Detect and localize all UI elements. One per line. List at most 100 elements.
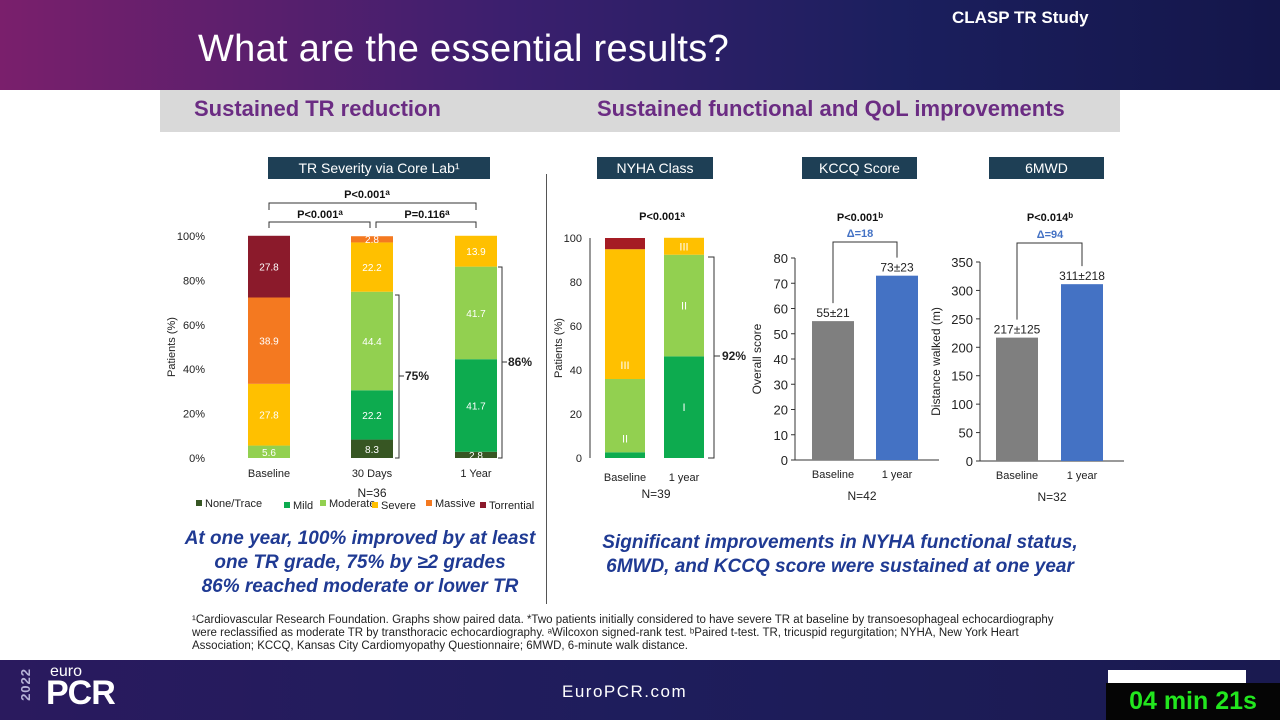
footer-year: 2022 (18, 668, 33, 701)
6mwd-bar-0 (996, 337, 1038, 461)
tr-xtick-1: 30 Days (352, 468, 393, 480)
tr-legend-swatch-3 (372, 502, 378, 508)
tr-ytick-1: 20% (183, 409, 205, 421)
nyha-ytick-4: 80 (570, 277, 582, 289)
tr-legend-label-5: Torrential (489, 500, 534, 512)
kccq-bar-1 (876, 275, 918, 460)
tr-bar-1-3 (351, 242, 393, 292)
nyha-bar-label-0-1: II (622, 433, 628, 445)
kccq-ytick-4: 40 (774, 352, 788, 367)
tr-p-overall: P<0.001a (344, 188, 390, 201)
nyha-bar-0-1 (605, 379, 645, 453)
nyha-ytick-1: 20 (570, 409, 582, 421)
nyha-bracket-92-label: 92% (722, 349, 746, 363)
tr-bracket-overall (268, 202, 477, 210)
tr-chart-title: TR Severity via Core Lab¹ (268, 157, 490, 179)
6mwd-chart-title: 6MWD (989, 157, 1104, 179)
kccq-chart-title: KCCQ Score (802, 157, 917, 179)
nyha-bar-0-3 (605, 238, 645, 250)
6mwd-xtick-1: 1 year (1067, 470, 1098, 482)
section-heading-right: Sustained functional and QoL improvement… (597, 96, 1065, 121)
kccq-bar-0 (812, 321, 854, 460)
takeaway-right-line-1: Significant improvements in NYHA functio… (602, 532, 1078, 553)
takeaway-right-line-2: 6MWD, and KCCQ score were sustained at o… (606, 556, 1074, 577)
tr-bar-label-2-3: 13.9 (466, 247, 486, 258)
tr-bar-label-1-1: 22.2 (362, 411, 382, 422)
tr-legend-swatch-1 (284, 502, 290, 508)
kccq-n: N=42 (847, 489, 876, 503)
countdown-timer: 04 min 21s (1106, 683, 1280, 720)
6mwd-ytick-0: 0 (966, 454, 973, 469)
header-banner (0, 0, 1280, 90)
kccq-ytick-7: 70 (774, 276, 788, 291)
footnote-line-2: were reclassified as moderate TR by tran… (192, 627, 1019, 639)
tr-legend-swatch-5 (480, 502, 486, 508)
tr-bar-2-2 (455, 266, 497, 360)
column-divider (546, 174, 547, 604)
kccq-p: P<0.001b (837, 211, 883, 224)
nyha-ylabel: Patients (%) (553, 318, 565, 378)
6mwd-ytick-3: 150 (951, 369, 973, 384)
kccq-bar-label-0: 55±21 (816, 306, 850, 320)
takeaway-left-line-1: At one year, 100% improved by at least (184, 528, 536, 549)
nyha-bar-1-2 (664, 237, 704, 255)
nyha-bar-label-0-2: III (620, 360, 629, 372)
tr-n: N=36 (357, 486, 386, 500)
tr-bracket-86 (498, 266, 503, 459)
nyha-xtick-0: Baseline (604, 472, 646, 484)
tr-legend-swatch-4 (426, 500, 432, 506)
6mwd-xtick-0: Baseline (996, 470, 1038, 482)
nyha-bar-label-1-2: III (679, 241, 688, 253)
kccq-ytick-6: 60 (774, 302, 788, 317)
tr-bar-label-2-2: 41.7 (466, 309, 486, 320)
6mwd-bracket (1016, 242, 1083, 320)
nyha-bar-0-0 (605, 452, 645, 458)
tr-legend-label-1: Mild (293, 500, 313, 512)
6mwd-ytick-5: 250 (951, 312, 973, 327)
tr-legend-swatch-2 (320, 500, 326, 506)
footnote: ¹Cardiovascular Research Foundation. Gra… (192, 614, 1112, 653)
kccq-ytick-1: 10 (774, 428, 788, 443)
nyha-bar-1-1 (664, 254, 704, 357)
tr-bar-0-4 (248, 297, 290, 384)
takeaway-right: Significant improvements in NYHA functio… (590, 531, 1090, 579)
6mwd-delta: Δ=94 (1037, 229, 1064, 241)
nyha-bracket-92 (708, 256, 715, 459)
tr-ytick-4: 80% (183, 275, 205, 287)
tr-bracket-86-label: 86% (508, 355, 532, 369)
kccq-ytick-3: 30 (774, 377, 788, 392)
tr-bar-label-0-4: 38.9 (259, 337, 279, 348)
tr-bar-label-1-3: 22.2 (362, 263, 382, 274)
6mwd-ylabel: Distance walked (m) (929, 307, 943, 416)
tr-bar-1-4 (351, 236, 393, 243)
nyha-ytick-3: 60 (570, 321, 582, 333)
6mwd-bar-1 (1061, 284, 1103, 461)
tr-bracket-a (268, 221, 371, 228)
nyha-p: P<0.001a (639, 210, 685, 223)
6mwd-bar-label-1: 311±218 (1059, 269, 1105, 283)
kccq-delta: Δ=18 (847, 228, 874, 240)
6mwd-ytick-4: 200 (951, 340, 973, 355)
tr-legend-swatch-0 (196, 500, 202, 506)
nyha-xtick-1: 1 year (669, 472, 700, 484)
6mwd-p: P<0.014b (1027, 211, 1073, 224)
kccq-ytick-5: 50 (774, 327, 788, 342)
kccq-bracket (832, 241, 898, 304)
tr-bracket-75-label: 75% (405, 369, 429, 383)
tr-bar-label-0-2: 5.6 (262, 448, 276, 459)
footnote-line-1: ¹Cardiovascular Research Foundation. Gra… (192, 614, 1054, 626)
tr-ytick-0: 0% (189, 453, 205, 465)
tr-p-30d-1y: P=0.116a (404, 208, 450, 221)
tr-p-baseline-30d: P<0.001a (297, 208, 343, 221)
nyha-bar-label-1-0: I (682, 402, 685, 414)
tr-bar-label-0-5: 27.8 (259, 263, 279, 274)
nyha-ytick-0: 0 (576, 453, 582, 465)
footer-bar (0, 660, 1280, 720)
nyha-ytick-2: 40 (570, 365, 582, 377)
tr-ytick-5: 100% (177, 231, 205, 243)
tr-xtick-2: 1 Year (460, 468, 492, 480)
footer-website[interactable]: EuroPCR.com (562, 682, 688, 701)
tr-legend-label-0: None/Trace (205, 498, 262, 510)
6mwd-ytick-6: 300 (951, 283, 973, 298)
